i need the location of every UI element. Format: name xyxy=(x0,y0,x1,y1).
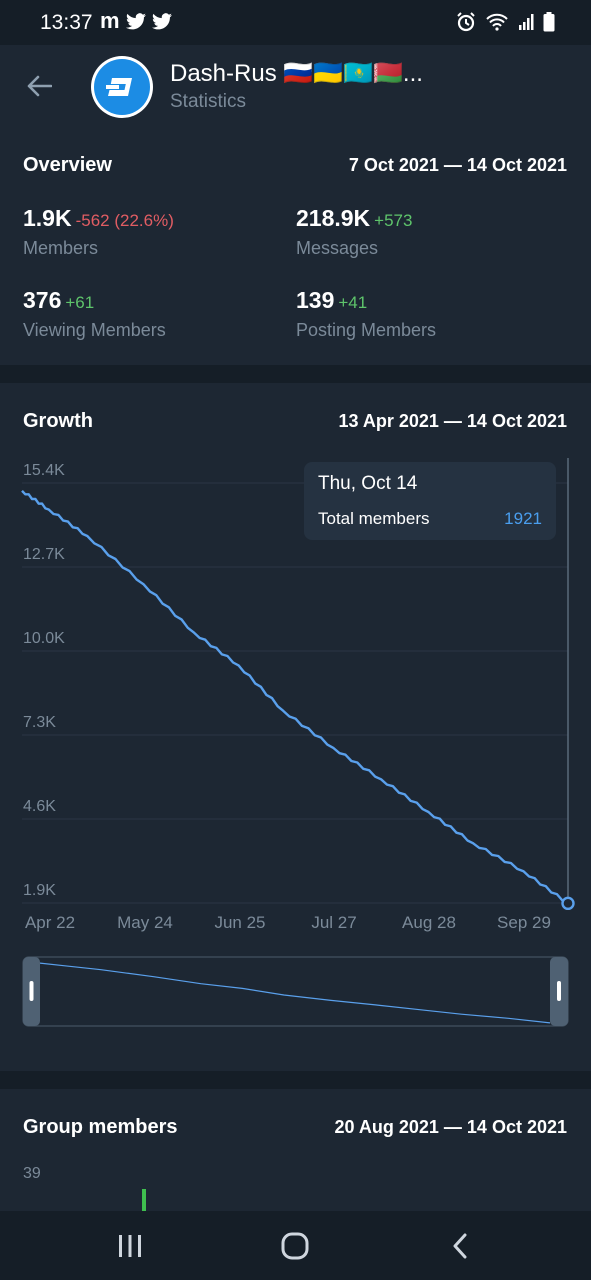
y-tick-label: 10.0K xyxy=(23,630,65,647)
group-members-range: 20 Aug 2021 — 14 Oct 2021 xyxy=(334,1117,567,1137)
y-tick-label: 7.3K xyxy=(23,714,56,731)
stat-viewing-members: 376 +61 Viewing Members xyxy=(23,287,166,341)
range-handle-right-grip xyxy=(557,981,561,1001)
viewing-delta: +61 xyxy=(65,293,95,312)
overview-range: 7 Oct 2021 — 14 Oct 2021 xyxy=(348,155,567,175)
recent-apps-icon[interactable] xyxy=(117,1234,143,1258)
x-tick-label: Sep 29 xyxy=(497,913,551,932)
overview-card: Overview 7 Oct 2021 — 14 Oct 2021 1.9K -5… xyxy=(0,127,591,365)
status-time: 13:37 xyxy=(40,11,93,34)
members-delta: -562 (22.6%) xyxy=(75,211,174,230)
x-tick-label: May 24 xyxy=(117,913,173,932)
y-tick-label: 1.9K xyxy=(23,882,56,899)
chat-subtitle: Statistics xyxy=(170,91,247,112)
app-header: Dash-Rus 🇷🇺🇺🇦🇰🇿🇧🇾... Statistics xyxy=(0,45,591,127)
stat-messages: 218.9K +573 Messages xyxy=(296,205,412,259)
x-tick-label: Jul 27 xyxy=(311,913,356,932)
x-tick-label: Jun 25 xyxy=(214,913,265,932)
growth-range: 13 Apr 2021 — 14 Oct 2021 xyxy=(338,411,567,431)
stat-members: 1.9K -562 (22.6%) Members xyxy=(23,205,174,259)
signal-icon xyxy=(519,14,534,30)
status-left-icons: m xyxy=(100,10,172,32)
messages-delta: +573 xyxy=(374,211,413,230)
members-label: Members xyxy=(23,238,99,258)
wifi-icon xyxy=(486,13,508,31)
back-button[interactable] xyxy=(22,71,56,101)
home-icon[interactable] xyxy=(281,1232,309,1260)
chat-title: Dash-Rus 🇷🇺🇺🇦🇰🇿🇧🇾... xyxy=(170,60,423,87)
status-bar: 13:37 m xyxy=(0,0,591,45)
members-value: 1.9K xyxy=(23,205,72,231)
twitter-icon xyxy=(151,12,172,29)
y-tick-label: 15.4K xyxy=(23,462,65,479)
growth-line xyxy=(21,489,569,905)
y-tick-label: 4.6K xyxy=(23,798,56,815)
posting-delta: +41 xyxy=(338,293,368,312)
group-members-y-tick: 39 xyxy=(23,1165,41,1182)
nav-bar xyxy=(0,1211,591,1280)
group-members-card: Group members 20 Aug 2021 — 14 Oct 2021 … xyxy=(0,1089,591,1211)
stat-posting-members: 139 +41 Posting Members xyxy=(296,287,436,341)
status-right-icons xyxy=(456,12,555,32)
twitter-icon xyxy=(125,12,146,29)
x-tick-label: Aug 28 xyxy=(402,913,456,932)
growth-chart[interactable]: 15.4K 12.7K 10.0K 7.3K 4.6K 1.9K Apr 22 May 24 J… xyxy=(0,0,591,1071)
highlight-point xyxy=(561,896,575,911)
tooltip-label: Total members xyxy=(318,509,430,528)
group-members-title: Group members xyxy=(23,1116,178,1138)
tooltip-date: Thu, Oct 14 xyxy=(318,473,418,494)
chart-tooltip: Thu, Oct 14 Total members 1921 xyxy=(304,462,556,540)
x-tick-label: Apr 22 xyxy=(25,913,75,932)
dash-logo-icon xyxy=(94,59,150,115)
posting-label: Posting Members xyxy=(296,320,437,340)
minimap-line xyxy=(39,962,551,1024)
range-handle-left-grip xyxy=(29,981,34,1001)
posting-value: 139 xyxy=(296,287,335,313)
back-arrow-icon xyxy=(27,75,52,97)
group-members-bar xyxy=(142,1189,146,1211)
back-icon[interactable] xyxy=(450,1233,470,1259)
y-tick-label: 12.7K xyxy=(23,546,65,563)
messages-label: Messages xyxy=(296,238,379,258)
tooltip-value: 1921 xyxy=(504,509,542,528)
viewing-label: Viewing Members xyxy=(23,320,166,340)
viewing-value: 376 xyxy=(23,287,62,313)
growth-title: Growth xyxy=(23,410,93,432)
range-selector xyxy=(22,956,569,1027)
overview-title: Overview xyxy=(23,154,112,176)
avatar[interactable] xyxy=(91,56,153,118)
m-app-icon: m xyxy=(100,8,120,33)
alarm-icon xyxy=(457,12,475,32)
battery-icon xyxy=(543,12,555,32)
messages-value: 218.9K xyxy=(296,205,371,231)
